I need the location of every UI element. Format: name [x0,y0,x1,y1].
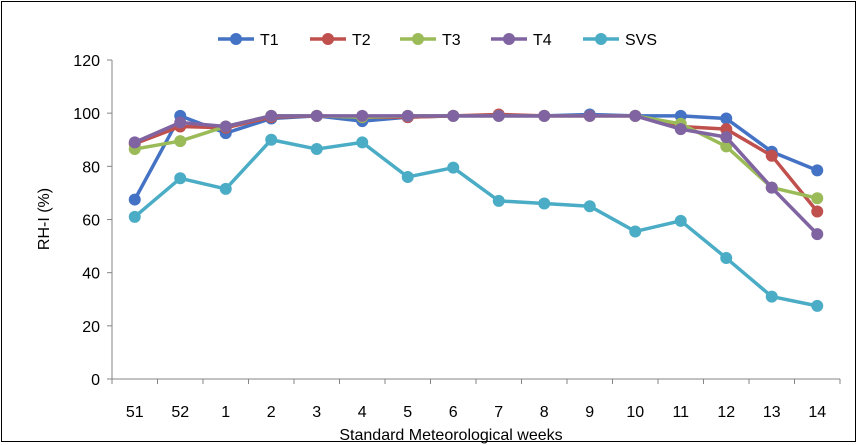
series-svs [128,133,824,312]
data-point [265,133,278,146]
x-axis: 51 52 1 2 3 4 5 6 7 8 9 10 11 12 13 14 [111,378,841,421]
data-point [811,164,824,177]
data-point [356,109,369,122]
data-point [765,181,778,194]
x-tick-label: 2 [267,404,276,421]
series-line [133,138,818,308]
legend-marker [230,33,242,45]
data-point [720,112,733,125]
y-tick-label: 60 [82,213,100,230]
data-point [765,149,778,162]
data-point [174,116,187,129]
series-line [134,114,819,236]
y-tick-label: 80 [82,159,100,176]
x-tick-label: 3 [312,404,321,421]
data-point [401,170,414,183]
x-tick-label: 14 [808,404,826,421]
data-point [310,109,323,122]
legend-item-t4: T4 [491,32,552,49]
x-tick-label: 13 [763,404,781,421]
y-axis-title: RH-I (%) [36,188,53,250]
y-tick-label: 0 [91,372,100,389]
y-tick-label: 40 [82,266,100,283]
data-point [538,197,551,210]
series-layer [128,108,824,312]
data-point [356,136,369,149]
data-point [811,228,824,241]
data-point [492,109,505,122]
x-tick-label: 1 [221,404,230,421]
series-t4 [128,109,824,241]
data-point [811,192,824,205]
data-point [174,172,187,185]
x-tick-label: 8 [540,404,549,421]
x-tick-label: 5 [403,404,412,421]
data-point [219,120,232,133]
data-point [674,214,687,227]
legend-item-svs: SVS [583,32,657,49]
data-point [128,136,141,149]
data-point [583,109,596,122]
legend-label: T4 [533,32,552,49]
data-point [629,225,642,238]
data-point [128,210,141,223]
legend-marker [412,33,424,45]
legend-marker [503,33,515,45]
legend-marker [595,33,607,45]
legend-label: T2 [352,32,371,49]
y-tick-label: 120 [73,53,100,70]
x-tick-label: 12 [717,404,735,421]
data-point [811,299,824,312]
x-tick-label: 6 [449,404,458,421]
legend-item-t3: T3 [400,32,461,49]
y-tick-label: 20 [82,319,100,336]
data-point [492,194,505,207]
data-point [811,205,824,218]
x-tick-label: 51 [126,404,144,421]
data-point [310,143,323,156]
x-tick-label: 11 [672,404,689,421]
data-point [219,182,232,195]
x-tick-label: 10 [626,404,644,421]
data-point [265,109,278,122]
legend-marker [322,33,334,45]
data-point [720,140,733,153]
x-tick-label: 4 [358,404,367,421]
y-tick-label: 100 [73,106,100,123]
x-tick-label: 52 [171,404,189,421]
data-point [447,109,460,122]
data-point [629,109,642,122]
data-point [538,109,551,122]
data-point [720,252,733,265]
x-tick-label: 7 [494,404,503,421]
legend-label: T3 [442,32,461,49]
data-point [128,193,141,206]
y-axis: 0 20 40 60 80 100 120 [73,53,113,389]
x-tick-label: 9 [585,404,594,421]
legend: T1 T2 T3 T4 SVS [218,32,657,49]
data-point [447,161,460,174]
data-point [583,200,596,213]
data-point [720,131,733,144]
legend-label: T1 [260,32,279,49]
x-axis-title: Standard Meteorological weeks [339,427,562,444]
legend-label: SVS [625,32,657,49]
data-point [765,290,778,303]
data-point [174,135,187,148]
data-point [674,123,687,136]
legend-item-t1: T1 [218,32,279,49]
data-point [401,109,414,122]
legend-item-t2: T2 [310,32,371,49]
